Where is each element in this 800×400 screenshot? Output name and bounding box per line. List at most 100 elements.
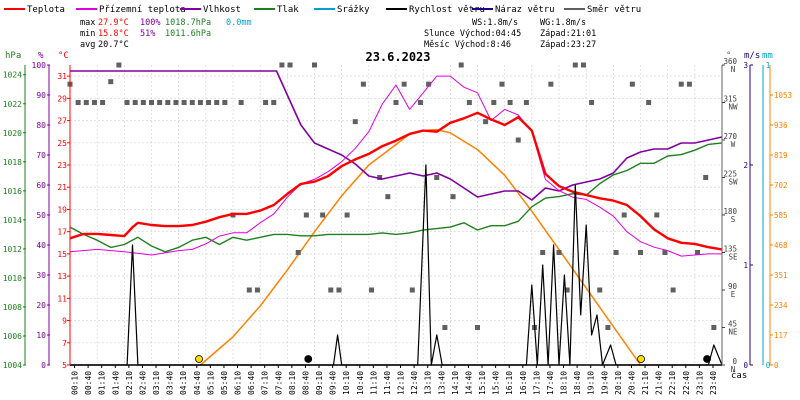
wind-direction-point — [157, 100, 163, 105]
stats-block: max 27.9°C 100% 1018.7hPa 0.0mm min 15.8… — [80, 18, 252, 50]
x-tick-label: 00:40 — [84, 371, 93, 395]
axis-unit-degc: °C — [58, 51, 69, 61]
pressure-series — [69, 142, 723, 253]
legend-item-pressure: Tlak — [254, 5, 299, 15]
x-tick-label: 06:40 — [247, 371, 256, 395]
axis-unit-ms: m/s — [744, 51, 760, 61]
stat-max-hum: 100% — [140, 18, 160, 28]
degc-tick-label: 19 — [57, 205, 67, 214]
wind-direction-point — [711, 325, 717, 330]
wind-direction-point — [254, 287, 260, 293]
astro-markers — [195, 355, 711, 363]
x-tick-label: 18:40 — [573, 371, 582, 395]
wind-direction-point — [662, 250, 668, 255]
x-tick-label: 21:40 — [655, 371, 664, 395]
wind-direction-point — [271, 100, 277, 105]
wind-direction-point — [564, 287, 570, 293]
degc-tick-label: 27 — [57, 117, 67, 126]
wind-direction-point — [344, 212, 350, 218]
x-tick-label: 14:40 — [464, 371, 473, 395]
dir-tick-label: 90 — [728, 282, 738, 291]
legend-label: Teplota — [27, 5, 65, 15]
dir-compass-label: N — [731, 365, 736, 374]
dir-tick-label: 225 — [723, 170, 737, 179]
solar-tick-label: 117 — [774, 331, 788, 340]
degc-tick-label: 21 — [57, 183, 67, 192]
ms-tick-label: 2 — [743, 161, 748, 170]
legend-item-wind-direction: Směr větru — [564, 5, 641, 15]
wind-speed-readout: WS:1.8m/s — [472, 18, 518, 28]
wind-direction-point — [320, 212, 326, 218]
degc-tick-label: 11 — [57, 294, 67, 303]
wind-direction-point — [638, 250, 643, 255]
x-tick-label: 22:10 — [668, 371, 677, 395]
wind-direction-point — [303, 212, 309, 218]
x-tick-label: 14:10 — [451, 371, 460, 395]
axis-unit-hpa: hPa — [5, 51, 21, 61]
solar-tick-label: 468 — [774, 241, 788, 250]
wind-direction-point — [491, 100, 497, 105]
wind-direction-point — [450, 194, 456, 200]
pct-tick-label: 50 — [36, 211, 46, 220]
wind-direction-point — [100, 100, 106, 105]
wind-direction-point — [621, 212, 627, 218]
pct-tick-label: 90 — [36, 91, 46, 100]
solar-tick-label: 819 — [774, 151, 788, 160]
wind-direction-point — [336, 287, 342, 293]
x-tick-label: 09:10 — [315, 371, 324, 395]
wind-direction-point — [703, 175, 709, 180]
x-tick-label: 20:40 — [627, 371, 636, 395]
legend-item-ground-temperature: Přízemní teplota — [76, 5, 186, 15]
degc-tick-label: 13 — [57, 272, 67, 281]
dir-tick-label: 180 — [723, 207, 737, 216]
pct-tick-label: 60 — [36, 181, 46, 190]
x-tick-label: 09:40 — [329, 371, 338, 395]
x-tick-label: 18:10 — [560, 371, 569, 395]
x-tick-label: 19:40 — [600, 371, 609, 395]
wind-direction-point — [589, 100, 595, 105]
stat-avg-temp: 20.7°C — [98, 40, 129, 50]
wind-gust-readout: WG:1.8m/s — [540, 18, 586, 28]
stat-max-press: 1018.7hPa — [165, 18, 211, 28]
wind-direction-point — [312, 62, 317, 68]
wind-direction-point — [238, 100, 244, 105]
x-tick-label: 02:10 — [125, 371, 134, 395]
ms-tick-label: 1 — [743, 261, 748, 270]
dir-compass-label: S — [731, 215, 736, 224]
stat-max-label: max — [80, 18, 95, 28]
stat-min-hum: 51% — [140, 29, 155, 39]
x-tick-label: 13:40 — [437, 371, 446, 395]
degc-tick-label: 29 — [57, 94, 67, 103]
x-tick-label: 23:10 — [695, 371, 704, 395]
x-tick-label: 12:10 — [397, 371, 406, 395]
humidity-line — [70, 70, 723, 201]
legend-label: Náraz větru — [495, 5, 555, 15]
wind-direction-point — [385, 194, 391, 200]
hpa-tick-label: 1006 — [3, 332, 22, 341]
x-tick-label: 17:40 — [546, 371, 555, 395]
solar-tick-label: 351 — [774, 271, 788, 280]
wind-direction-point — [442, 325, 448, 330]
solar-tick-label: 702 — [774, 181, 788, 190]
wind-direction-point — [140, 100, 146, 105]
hpa-tick-label: 1018 — [3, 158, 22, 167]
hpa-tick-label: 1014 — [3, 216, 22, 225]
wind-direction-point — [132, 100, 138, 105]
hpa-tick-label: 1020 — [3, 129, 22, 138]
degc-tick-label: 5 — [62, 361, 67, 370]
stat-min-label: min — [80, 29, 95, 39]
x-tick-label: 20:10 — [614, 371, 623, 395]
wind-direction-point — [401, 81, 407, 87]
wind-direction-series — [67, 62, 717, 330]
axis-unit-deg: ° — [726, 51, 731, 61]
solar-tick-label: 1053 — [774, 91, 792, 100]
legend-item-wind-speed: Rychlost větru — [386, 5, 485, 15]
solar-tick-label: 0 — [774, 361, 779, 370]
wind-direction-point — [108, 79, 114, 85]
stat-max-rain: 0.0mm — [226, 18, 252, 28]
wind-speed-series — [70, 164, 723, 366]
wind-direction-point — [417, 100, 423, 105]
grid — [70, 65, 722, 366]
dir-compass-label: NE — [728, 328, 738, 337]
stat-min-press: 1011.6hPa — [165, 29, 211, 39]
